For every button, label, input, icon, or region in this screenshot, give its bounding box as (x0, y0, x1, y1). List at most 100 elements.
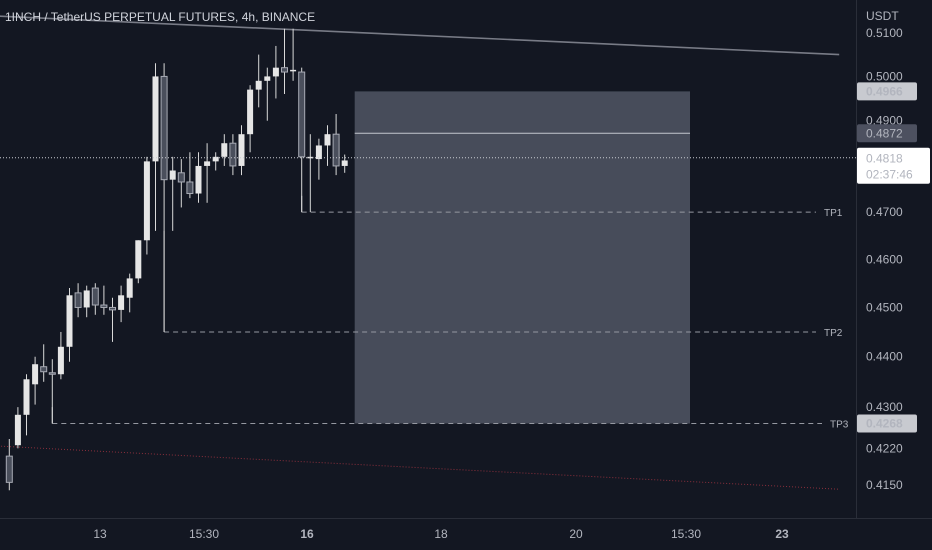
candle[interactable] (32, 356, 39, 405)
current-price-tag (857, 147, 930, 184)
candle[interactable] (315, 138, 322, 180)
candle[interactable] (195, 152, 202, 203)
candle[interactable] (48, 359, 56, 424)
candle[interactable] (160, 63, 168, 332)
target-levels: TP1 TP2 TP3 (51, 195, 849, 431)
price-tick-label: 0.4700 (866, 205, 903, 219)
candle[interactable] (109, 297, 116, 342)
candle[interactable] (238, 125, 245, 176)
entry-zone[interactable] (354, 91, 690, 424)
candle[interactable] (91, 283, 99, 315)
candle[interactable] (83, 285, 90, 318)
candle[interactable] (118, 285, 125, 323)
candle-body-down (186, 181, 194, 195)
candle[interactable] (255, 54, 262, 108)
candle-body-up (23, 379, 30, 415)
price-tag-label: 0.4268 (866, 417, 903, 431)
candle[interactable] (14, 407, 21, 449)
price-tick-label: 0.4220 (866, 441, 903, 455)
candle-body-up (272, 67, 279, 77)
current-price-label: 0.4818 (866, 152, 903, 166)
price-axis-unit: USDT (866, 9, 899, 23)
candle-body-down (100, 304, 108, 308)
candle[interactable] (40, 344, 48, 382)
candle-body-down (229, 142, 237, 167)
candle-body-down (281, 67, 288, 73)
trendline-upper[interactable] (0, 15, 840, 56)
candle[interactable] (272, 45, 279, 99)
trendline-lower[interactable] (0, 445, 840, 490)
candle-body-down (160, 75, 168, 181)
candles[interactable] (5, 28, 348, 491)
candle[interactable] (23, 374, 30, 436)
candle-body-down (332, 133, 340, 167)
entry-zone-box[interactable] (354, 91, 690, 424)
candle-body-up (195, 165, 202, 194)
price-tick-label: 0.4150 (866, 478, 903, 492)
price-tag-label: 0.4966 (866, 84, 903, 98)
price-tick-label: 0.4500 (866, 300, 903, 314)
chart-title: 1INCH / TetherUS PERPETUAL FUTURES, 4h, … (5, 10, 315, 24)
price-tick-label: 0.5000 (866, 69, 903, 83)
price-tag (857, 124, 917, 143)
candle[interactable] (281, 28, 288, 95)
candle-body-down (109, 306, 116, 311)
target-label-tp2: TP2 (824, 328, 843, 339)
candle[interactable] (298, 67, 306, 213)
candle-body-up (126, 278, 133, 298)
candle[interactable] (212, 152, 219, 171)
candle[interactable] (100, 285, 108, 315)
time-tick-label: 20 (569, 527, 583, 541)
price-axis[interactable]: USDT 0.5100 0.5000 0.4900 0.4700 0.4600 0.450… (866, 9, 903, 492)
candle[interactable] (57, 331, 64, 380)
candle-body-down (40, 366, 48, 373)
candle[interactable] (74, 283, 82, 318)
candle[interactable] (186, 152, 194, 199)
price-tags: 0.4966 0.4872 0.4268 0.4818 02:37:46 (857, 82, 930, 433)
candle[interactable] (332, 114, 340, 176)
candle-body-up (135, 240, 142, 279)
candle[interactable] (247, 85, 254, 153)
candle-body-down (177, 172, 185, 183)
candle[interactable] (221, 134, 228, 166)
countdown-label: 02:37:46 (866, 168, 913, 182)
candle[interactable] (290, 28, 297, 81)
candle[interactable] (324, 125, 331, 166)
candle[interactable] (341, 154, 348, 173)
candle[interactable] (169, 156, 176, 231)
price-tag-label: 0.4872 (866, 126, 903, 140)
price-tick-label: 0.5100 (866, 26, 903, 40)
candle-body-up (169, 170, 176, 180)
candle-body-up (307, 156, 314, 159)
candle[interactable] (264, 67, 271, 121)
candle-body-down (48, 372, 56, 375)
candle[interactable] (126, 273, 133, 313)
candle-body-up (290, 69, 297, 72)
candle[interactable] (66, 288, 73, 362)
candle-body-up (152, 76, 159, 162)
candle[interactable] (177, 159, 185, 208)
candle-body-up (238, 134, 245, 166)
candle[interactable] (143, 156, 150, 255)
time-tick-label: 13 (93, 527, 107, 541)
candle[interactable] (229, 134, 237, 176)
time-tick-label: 23 (775, 527, 789, 541)
candle[interactable] (204, 143, 211, 203)
time-axis[interactable]: 13 15:30 16 18 20 15:30 23 (93, 527, 789, 541)
candle-body-up (32, 364, 39, 385)
candle[interactable] (307, 134, 314, 213)
candle[interactable] (135, 240, 142, 284)
price-tag (857, 82, 917, 101)
trendlines[interactable] (0, 15, 840, 490)
candle-body-up (83, 290, 90, 308)
candle-body-down (5, 455, 13, 483)
candle[interactable] (152, 63, 159, 231)
candle-body-up (221, 143, 228, 157)
time-tick-label: 15:30 (189, 527, 219, 541)
candle[interactable] (5, 438, 13, 491)
candle-body-up (204, 161, 211, 166)
candle-body-up (247, 89, 254, 135)
time-tick-label: 15:30 (671, 527, 701, 541)
